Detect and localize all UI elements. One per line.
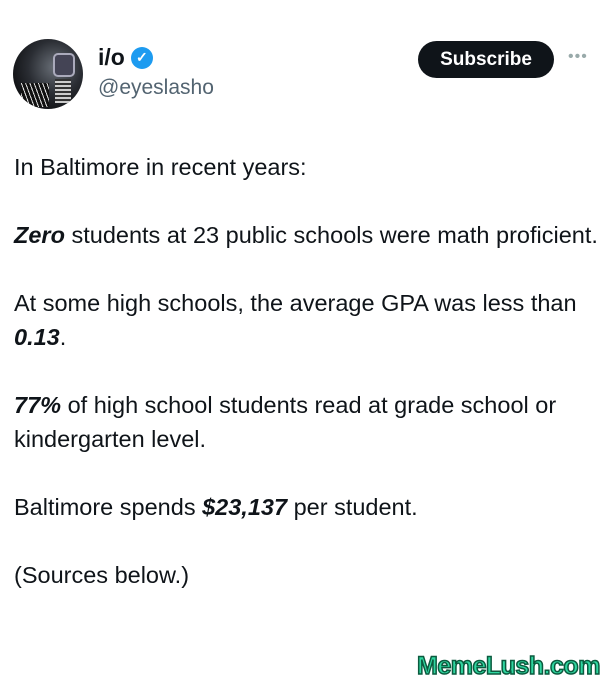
post-text: In Baltimore in recent years: Zero stude…	[14, 150, 599, 626]
watermark: MemeLush.com	[416, 651, 601, 681]
author-name-text: i/o	[98, 44, 125, 70]
subscribe-button[interactable]: Subscribe	[418, 41, 554, 78]
p3-end: .	[59, 324, 67, 350]
paragraph-2: Zero students at 23 public schools were …	[14, 218, 599, 252]
p5-text: Baltimore spends	[14, 494, 203, 520]
paragraph-4: 77% of high school students read at grad…	[14, 388, 599, 456]
bold-gpa: 0.13	[14, 324, 60, 350]
p2-text: students at 23 public schools were math …	[64, 222, 598, 248]
bold-amount: $23,137	[202, 494, 288, 520]
p4-text: of high school students read at grade sc…	[14, 392, 557, 452]
author-name[interactable]: i/o ✓	[98, 44, 153, 71]
paragraph-5: Baltimore spends $23,137 per student.	[14, 490, 599, 524]
paragraph-1: In Baltimore in recent years:	[14, 154, 307, 180]
avatar[interactable]	[13, 39, 83, 109]
verified-badge-icon: ✓	[130, 46, 153, 69]
p3-text: At some high schools, the average GPA wa…	[14, 290, 577, 316]
paragraph-6: (Sources below.)	[14, 562, 190, 588]
more-options-icon[interactable]: •••	[568, 48, 588, 65]
bold-percent: 77%	[14, 392, 62, 418]
p5-end: per student.	[287, 494, 418, 520]
paragraph-3: At some high schools, the average GPA wa…	[14, 286, 599, 354]
author-handle[interactable]: @eyeslasho	[98, 76, 214, 99]
bold-zero: Zero	[14, 222, 65, 248]
